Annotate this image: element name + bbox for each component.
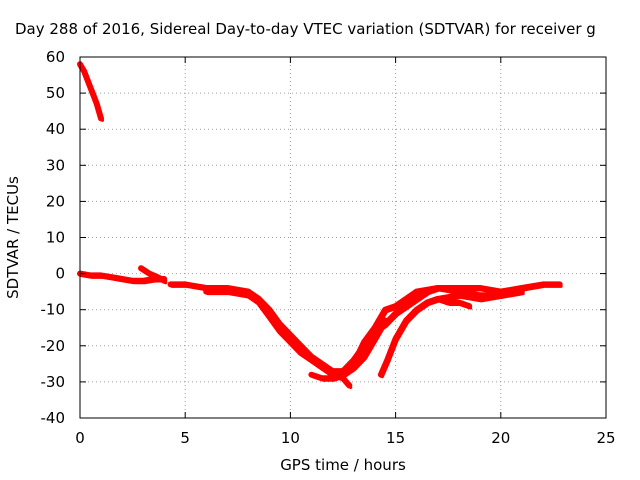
series-line-segment-8	[377, 292, 504, 378]
y-tick-label: 50	[46, 84, 65, 102]
series-line-segment-3-shadow	[141, 268, 168, 285]
y-tick-label: -20	[41, 337, 66, 355]
chart-title: Day 288 of 2016, Sidereal Day-to-day VTE…	[15, 20, 596, 38]
y-tick-labels: -40 -30 -20 -10 0 10 20 30 40 50 60	[41, 48, 66, 427]
y-tick-label: 40	[46, 120, 65, 138]
x-tick-labels: 0 5 10 15 20 25	[75, 429, 615, 447]
grid	[80, 57, 606, 418]
series-line-segment-5-shadow	[206, 292, 353, 389]
series-line-segment-1-shadow	[80, 64, 104, 122]
series-line-segment-2-shadow	[80, 274, 168, 285]
y-tick-label: 20	[46, 192, 65, 210]
y-tick-label: 10	[46, 229, 65, 247]
series-line-segment-4-shadow	[170, 284, 563, 375]
x-tick-label: 20	[491, 429, 510, 447]
series-line-segment-7	[340, 285, 525, 375]
y-tick-label: -10	[41, 301, 66, 319]
ticks	[79, 56, 607, 419]
series-line-segment-6-shadow	[311, 321, 389, 382]
y-axis-label: SDTVAR / TECUs	[4, 176, 22, 299]
x-tick-label: 10	[281, 429, 300, 447]
series-line-segment-9-shadow	[437, 299, 473, 310]
x-axis-label: GPS time / hours	[280, 456, 406, 474]
series-line-segment-2	[77, 270, 168, 284]
plot-frame	[79, 56, 607, 419]
y-tick-label: 0	[55, 265, 65, 283]
series-line-segment-1	[77, 61, 104, 122]
y-tick-label: -40	[41, 409, 66, 427]
y-tick-label: 30	[46, 156, 65, 174]
x-tick-label: 0	[75, 429, 85, 447]
x-tick-label: 15	[386, 429, 405, 447]
x-tick-label: 5	[180, 429, 190, 447]
series-group	[77, 61, 563, 389]
series-line-segment-8-shadow	[380, 295, 504, 379]
x-tick-label: 25	[596, 429, 615, 447]
y-tick-label: -30	[41, 373, 66, 391]
y-tick-label: 60	[46, 48, 65, 66]
